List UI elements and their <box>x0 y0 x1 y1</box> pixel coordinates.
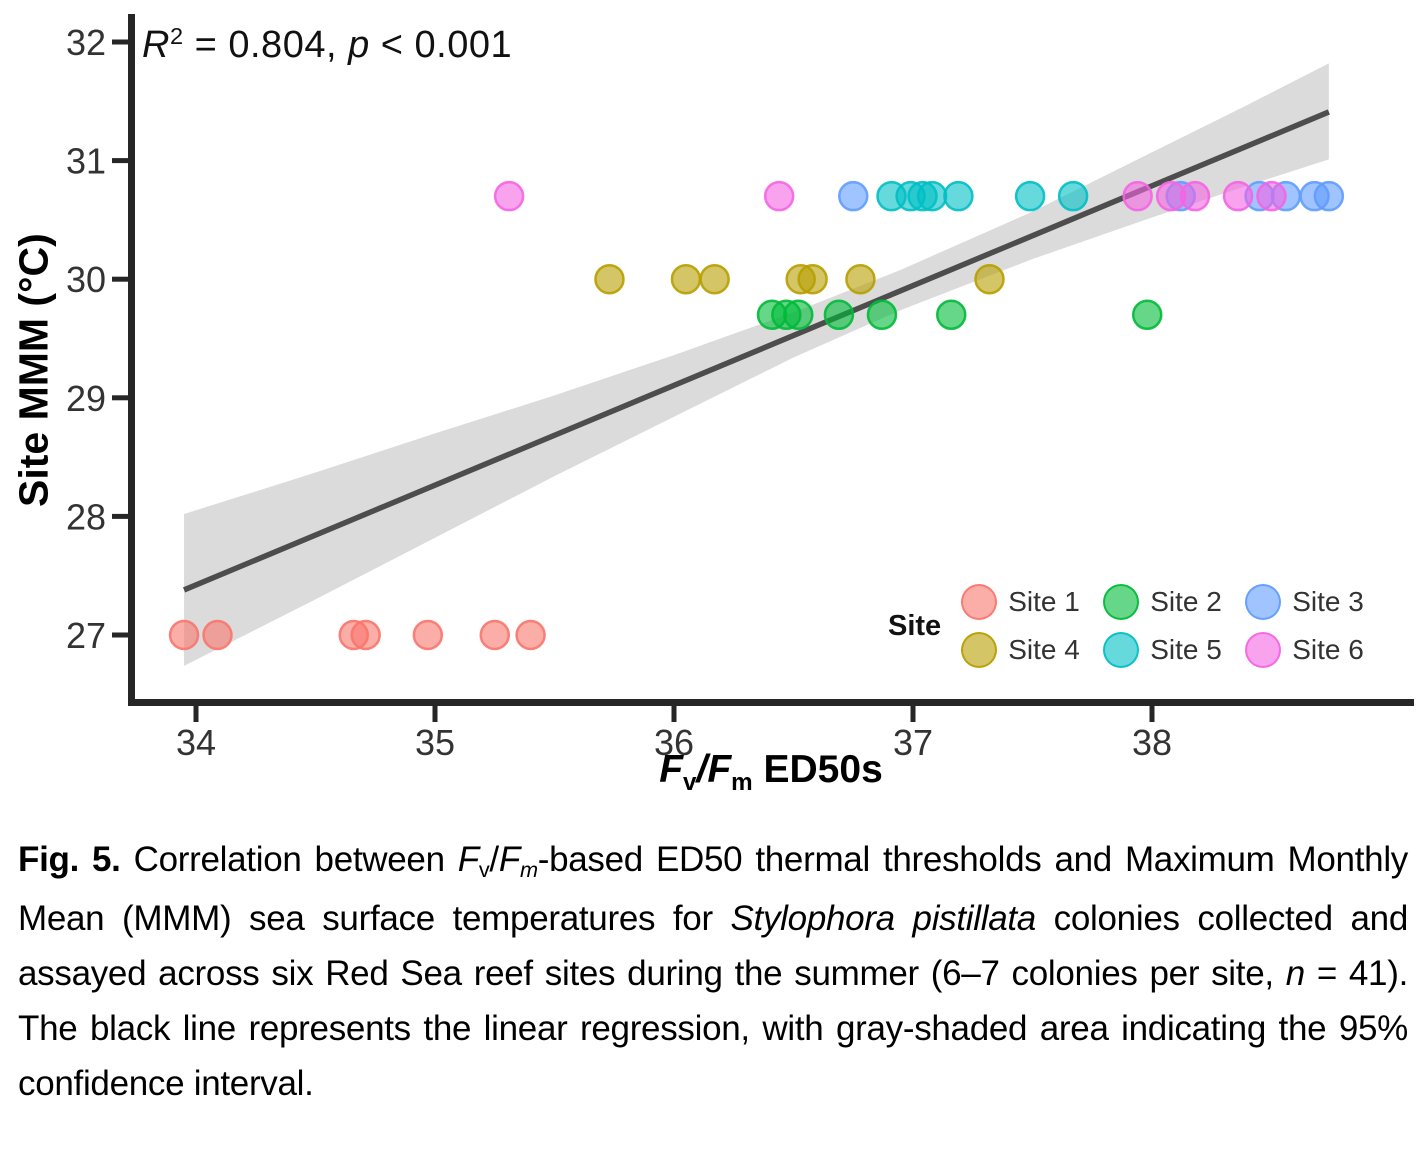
legend-title: Site <box>888 609 942 642</box>
data-point-site-4 <box>670 263 702 295</box>
data-point-site-2 <box>783 299 814 331</box>
text-segment: / <box>489 840 499 879</box>
x-tick-label: 35 <box>415 722 455 763</box>
data-point-site-1 <box>168 619 200 651</box>
data-point-site-1 <box>412 619 444 651</box>
legend-swatch-2 <box>1103 584 1140 620</box>
text-segment: -based ED50 thermal thresholds and Maxim… <box>18 840 1408 938</box>
data-point-site-4 <box>594 263 625 295</box>
data-point-site-6 <box>1179 180 1211 212</box>
x-tick-label: 38 <box>1132 722 1172 763</box>
text-segment: R <box>142 24 170 66</box>
data-point-site-6 <box>1122 180 1153 212</box>
data-point-site-4 <box>699 263 730 295</box>
x-tick-label: 37 <box>893 722 933 763</box>
data-point-site-6 <box>763 180 795 212</box>
text-segment: = 41). The black line represents the lin… <box>18 954 1408 1103</box>
text-segment: ED50s <box>752 748 883 791</box>
text-segment: F <box>457 840 479 879</box>
legend-swatch-6 <box>1245 632 1282 668</box>
text-segment: v <box>683 768 697 796</box>
legend-item-5: Site 5 <box>1103 632 1245 668</box>
legend-swatch-4 <box>961 632 998 668</box>
data-point-site-2 <box>823 299 855 331</box>
legend-label: Site 3 <box>1292 586 1364 617</box>
data-point-site-1 <box>202 619 233 651</box>
text-segment: m <box>731 768 753 796</box>
data-point-site-3 <box>1313 180 1345 212</box>
legend-label: Site 1 <box>1008 586 1080 617</box>
x-axis-title: Fv/Fm ED50s <box>446 748 1096 796</box>
legend: Site Site 1 Site 2 Site 3 Site 4 Site 5 Site … <box>888 578 1387 674</box>
y-tick-label: 28 <box>66 496 106 537</box>
text-segment: 2 <box>169 23 184 50</box>
data-point-site-5 <box>916 180 948 212</box>
legend-item-4: Site 4 <box>961 632 1103 668</box>
data-point-site-5 <box>1057 180 1089 212</box>
data-point-site-1 <box>479 619 510 651</box>
text-segment: Stylophora pistillata <box>730 899 1037 938</box>
data-point-site-6 <box>1256 180 1287 212</box>
y-axis-title: Site MMM (°C) <box>10 233 57 507</box>
legend-swatch-5 <box>1103 632 1140 668</box>
legend-item-1: Site 1 <box>961 584 1103 620</box>
text-segment: n <box>1285 954 1305 993</box>
legend-label: Site 2 <box>1150 586 1222 617</box>
data-point-site-3 <box>838 180 869 212</box>
y-tick-label: 32 <box>66 22 106 63</box>
data-point-site-4 <box>797 263 828 295</box>
y-tick-label: 29 <box>66 378 106 419</box>
data-point-site-2 <box>1131 299 1163 331</box>
legend-item-3: Site 3 <box>1245 584 1387 620</box>
data-point-site-5 <box>943 180 974 212</box>
text-segment: / <box>696 748 708 791</box>
legend-item-6: Site 6 <box>1245 632 1387 668</box>
data-point-site-5 <box>1014 180 1046 212</box>
legend-label: Site 6 <box>1292 634 1364 665</box>
data-point-site-6 <box>493 180 525 212</box>
text-segment: colonies collected and assayed across si… <box>18 899 1408 993</box>
text-segment: Correlation between <box>120 840 458 879</box>
data-point-site-2 <box>935 299 967 331</box>
confidence-band <box>184 63 1329 666</box>
legend-items: Site 1 Site 2 Site 3 Site 4 Site 5 Site 6 <box>961 578 1387 674</box>
y-tick-label: 27 <box>66 615 106 656</box>
data-point-site-4 <box>974 263 1005 295</box>
legend-swatch-3 <box>1245 584 1282 620</box>
legend-label: Site 4 <box>1008 634 1080 665</box>
data-point-site-2 <box>866 299 898 331</box>
legend-swatch-1 <box>961 584 998 620</box>
data-point-site-4 <box>845 263 876 295</box>
data-point-site-6 <box>1222 180 1254 212</box>
text-segment: F <box>659 748 684 791</box>
data-point-site-1 <box>515 619 546 651</box>
r-squared-annotation: R2 = 0.804, p < 0.001 <box>142 23 513 67</box>
text-segment: = 0.804, <box>183 24 349 66</box>
text-segment: < 0.001 <box>369 24 513 66</box>
figure-caption: Fig. 5. Correlation between Fv/Fm-based … <box>18 832 1408 1111</box>
regression-line <box>182 109 1330 593</box>
x-tick-label: 34 <box>176 722 216 763</box>
text-segment: m <box>519 857 538 883</box>
text-segment: Fig. 5. <box>18 840 121 879</box>
text-segment: F <box>707 748 732 791</box>
data-point-site-1 <box>350 619 381 651</box>
legend-item-2: Site 2 <box>1103 584 1245 620</box>
text-segment: p <box>348 24 370 66</box>
text-segment: F <box>498 840 520 879</box>
y-tick-label: 30 <box>66 259 106 300</box>
text-segment: v <box>478 857 490 883</box>
legend-label: Site 5 <box>1150 634 1222 665</box>
x-tick-label: 36 <box>654 722 694 763</box>
scatter-plot: 27 28 29 30 31 32 34 35 36 37 38 <box>66 14 1414 763</box>
y-tick-label: 31 <box>66 141 106 182</box>
